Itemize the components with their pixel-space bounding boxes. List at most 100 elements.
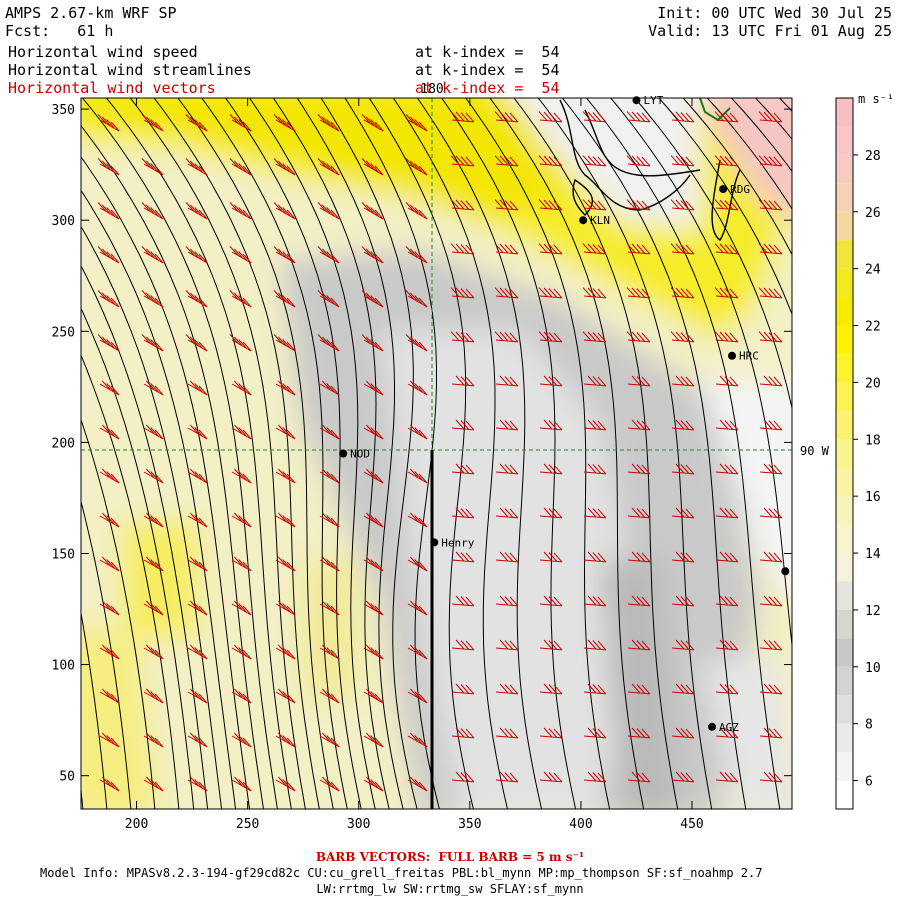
station-label: LYT	[643, 94, 663, 107]
wind-barb	[759, 463, 783, 475]
colorbar-segment	[836, 410, 853, 440]
wind-barb	[671, 727, 695, 739]
wind-barb	[759, 375, 783, 387]
wind-barb	[361, 290, 384, 308]
colorbar-segment	[836, 98, 853, 127]
wind-barb	[715, 727, 739, 739]
station-marker	[781, 567, 790, 576]
wind-barb	[758, 331, 783, 343]
wind-barb	[141, 290, 164, 308]
colorbar-unit: m s⁻¹	[858, 92, 894, 106]
wind-barb	[626, 287, 651, 299]
wind-barb	[405, 246, 428, 264]
wind-barb	[495, 639, 519, 651]
wind-barb	[97, 202, 120, 220]
wind-barb	[317, 158, 340, 176]
wind-barb	[407, 468, 428, 484]
wind-barb	[99, 424, 120, 440]
wind-barb	[143, 468, 164, 484]
streamline	[81, 307, 195, 809]
wind-barb	[450, 243, 475, 255]
wind-barb	[319, 600, 340, 616]
streamline	[320, 98, 418, 809]
wind-barb	[451, 375, 475, 387]
station-label: Henry	[441, 536, 474, 549]
wind-barb	[715, 375, 739, 387]
streamline	[81, 418, 156, 809]
wind-barb	[273, 158, 296, 176]
wind-barb	[361, 114, 384, 132]
colorbar-frame	[835, 97, 854, 810]
colorbar-segment	[836, 240, 853, 269]
wind-barb	[451, 463, 475, 475]
colorbar-label: 28	[865, 149, 881, 164]
wind-barb	[363, 512, 384, 528]
colorbar-segment	[836, 666, 853, 696]
valid-time: Valid: 13 UTC Fri 01 Aug 25	[648, 22, 892, 40]
y-tick-label: 50	[59, 770, 75, 785]
wind-barb	[407, 644, 428, 660]
colorbar-segment	[836, 581, 853, 610]
wind-barb	[405, 114, 428, 132]
colorbar-segment	[836, 325, 853, 354]
streamline	[81, 610, 108, 809]
wind-barb	[759, 595, 783, 607]
x-tick-label: 450	[680, 817, 703, 832]
model-title: AMPS 2.67-km WRF SP	[5, 4, 177, 22]
wind-barb	[582, 155, 607, 167]
colorbar-label: 14	[865, 547, 881, 562]
wind-barb	[626, 331, 651, 343]
wind-barb	[495, 375, 519, 387]
field-label-vectors: Horizontal wind vectors	[8, 79, 216, 97]
wind-barb	[187, 688, 208, 704]
streamline	[392, 98, 508, 809]
wind-barb	[494, 243, 519, 255]
wind-barb	[582, 243, 607, 255]
wind-barb	[539, 551, 563, 563]
wind-barb	[363, 424, 384, 440]
wind-barb	[363, 600, 384, 616]
wind-barb	[451, 727, 475, 739]
wind-barb	[627, 551, 651, 563]
colorbar-segment	[836, 126, 853, 155]
station-label: AGZ	[719, 721, 739, 734]
wind-barb	[187, 732, 208, 748]
streamline	[129, 98, 306, 809]
wind-barb	[715, 463, 739, 475]
wind-barb	[495, 727, 519, 739]
streamline	[81, 225, 223, 809]
wind-barb	[494, 111, 519, 123]
wind-barb	[494, 331, 519, 343]
streamline	[177, 98, 334, 809]
wind-barb	[407, 380, 428, 396]
wind-barb	[363, 468, 384, 484]
wind-barb	[231, 688, 252, 704]
wind-barb	[538, 199, 563, 211]
wind-barb	[405, 158, 428, 176]
y-tick-label: 100	[52, 659, 75, 674]
colorbar-label: 6	[865, 775, 873, 790]
streamline	[153, 98, 320, 809]
wind-barb	[363, 776, 384, 792]
wind-barb	[758, 199, 783, 211]
wind-barb	[361, 334, 384, 352]
wind-barb	[671, 463, 695, 475]
wind-barb	[671, 375, 695, 387]
wind-barb	[715, 507, 739, 519]
wind-barb	[495, 507, 519, 519]
wind-barb	[187, 468, 208, 484]
wind-barb	[361, 246, 384, 264]
wind-barb	[758, 111, 783, 123]
wind-barbs	[97, 111, 783, 792]
colorbar-segment	[836, 695, 853, 724]
wind-barb	[627, 595, 651, 607]
wind-barb	[187, 600, 208, 616]
streamline	[441, 98, 577, 809]
y-tick-label: 300	[52, 214, 75, 229]
wind-barb	[275, 512, 296, 528]
streamline	[81, 499, 132, 809]
wind-barb	[495, 683, 519, 695]
wind-barb	[231, 424, 252, 440]
wind-barb	[99, 600, 120, 616]
